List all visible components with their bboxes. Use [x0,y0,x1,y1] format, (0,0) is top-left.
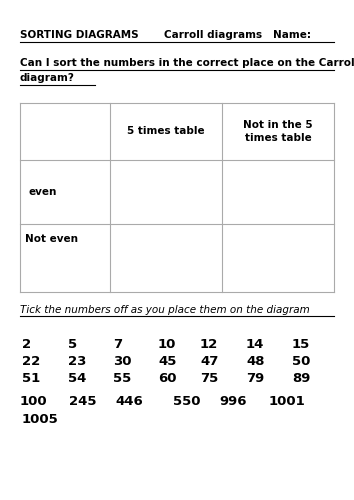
Text: 12: 12 [200,338,218,351]
Text: 5 times table: 5 times table [127,126,205,136]
Text: 245: 245 [69,395,97,408]
Text: even: even [28,187,56,197]
Text: Tick the numbers off as you place them on the diagram: Tick the numbers off as you place them o… [20,305,310,315]
Text: 79: 79 [246,372,264,385]
Text: 10: 10 [158,338,176,351]
Text: 89: 89 [292,372,310,385]
Text: 55: 55 [113,372,131,385]
Text: 1001: 1001 [269,395,306,408]
Text: 60: 60 [158,372,177,385]
Text: 996: 996 [219,395,247,408]
Text: diagram?: diagram? [20,73,75,83]
Text: 30: 30 [113,355,131,368]
Text: 14: 14 [246,338,264,351]
Text: Can I sort the numbers in the correct place on the Carroll: Can I sort the numbers in the correct pl… [20,58,354,68]
Text: 2: 2 [22,338,31,351]
Text: 75: 75 [200,372,218,385]
Text: 51: 51 [22,372,40,385]
Text: 15: 15 [292,338,310,351]
Text: 100: 100 [19,395,47,408]
Text: 5: 5 [68,338,77,351]
Text: 50: 50 [292,355,310,368]
Text: 7: 7 [113,338,122,351]
Text: 22: 22 [22,355,40,368]
Text: 23: 23 [68,355,86,368]
Text: 446: 446 [115,395,143,408]
Text: Not even: Not even [25,234,78,244]
Text: 1005: 1005 [22,413,59,426]
Text: 45: 45 [158,355,176,368]
Text: SORTING DIAGRAMS       Carroll diagrams   Name:: SORTING DIAGRAMS Carroll diagrams Name: [20,30,311,40]
Text: 550: 550 [173,395,201,408]
Text: 54: 54 [68,372,86,385]
Text: 48: 48 [246,355,264,368]
Text: 47: 47 [200,355,218,368]
Text: Not in the 5
times table: Not in the 5 times table [243,120,313,142]
